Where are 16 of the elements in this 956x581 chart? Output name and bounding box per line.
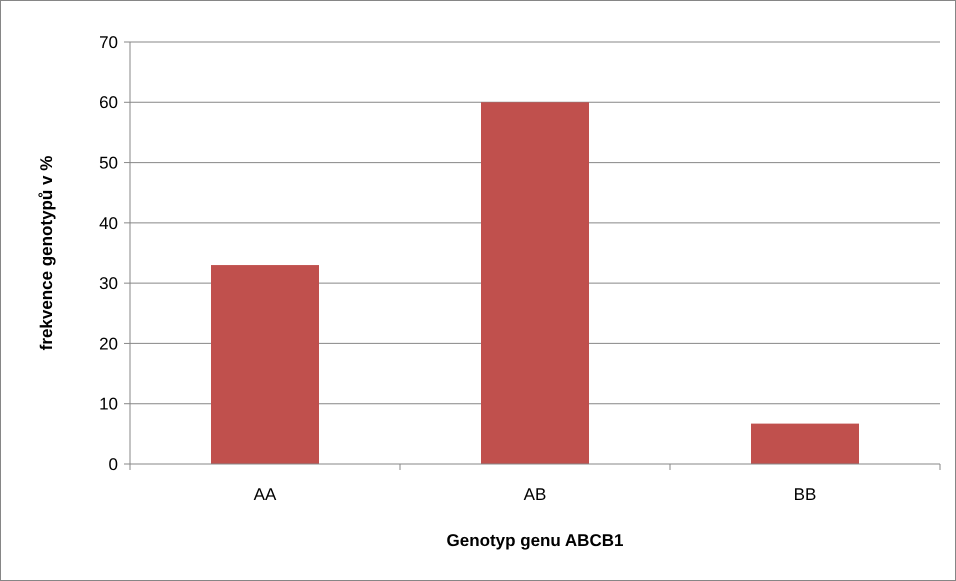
y-tick-label: 70 <box>99 32 118 52</box>
y-tick-label: 50 <box>99 154 118 173</box>
x-axis-title: Genotyp genu ABCB1 <box>446 531 624 550</box>
y-tick-label: 30 <box>99 274 118 294</box>
x-tick-label: BB <box>794 485 816 504</box>
y-tick-label: 10 <box>99 394 118 414</box>
bar <box>211 265 319 464</box>
x-tick-label: AB <box>524 485 546 504</box>
y-tick-label: 20 <box>99 334 118 354</box>
x-tick-label: AA <box>254 485 277 504</box>
y-tick-label: 40 <box>99 214 118 233</box>
y-tick-label: 0 <box>108 454 118 474</box>
bar <box>751 424 859 464</box>
y-tick-label: 60 <box>99 93 118 112</box>
bar <box>481 102 589 464</box>
y-axis-title: frekvence genotypů v % <box>37 156 56 350</box>
